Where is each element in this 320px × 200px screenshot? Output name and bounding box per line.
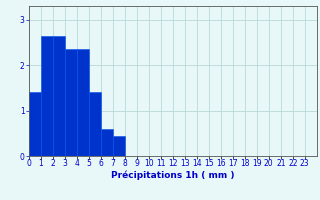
Bar <box>41 36 53 156</box>
Bar <box>113 136 125 156</box>
Bar <box>53 36 65 156</box>
Bar <box>77 49 89 156</box>
Bar <box>65 49 77 156</box>
Bar <box>29 92 41 156</box>
X-axis label: Précipitations 1h ( mm ): Précipitations 1h ( mm ) <box>111 171 235 180</box>
Bar <box>101 129 113 156</box>
Bar <box>89 92 101 156</box>
